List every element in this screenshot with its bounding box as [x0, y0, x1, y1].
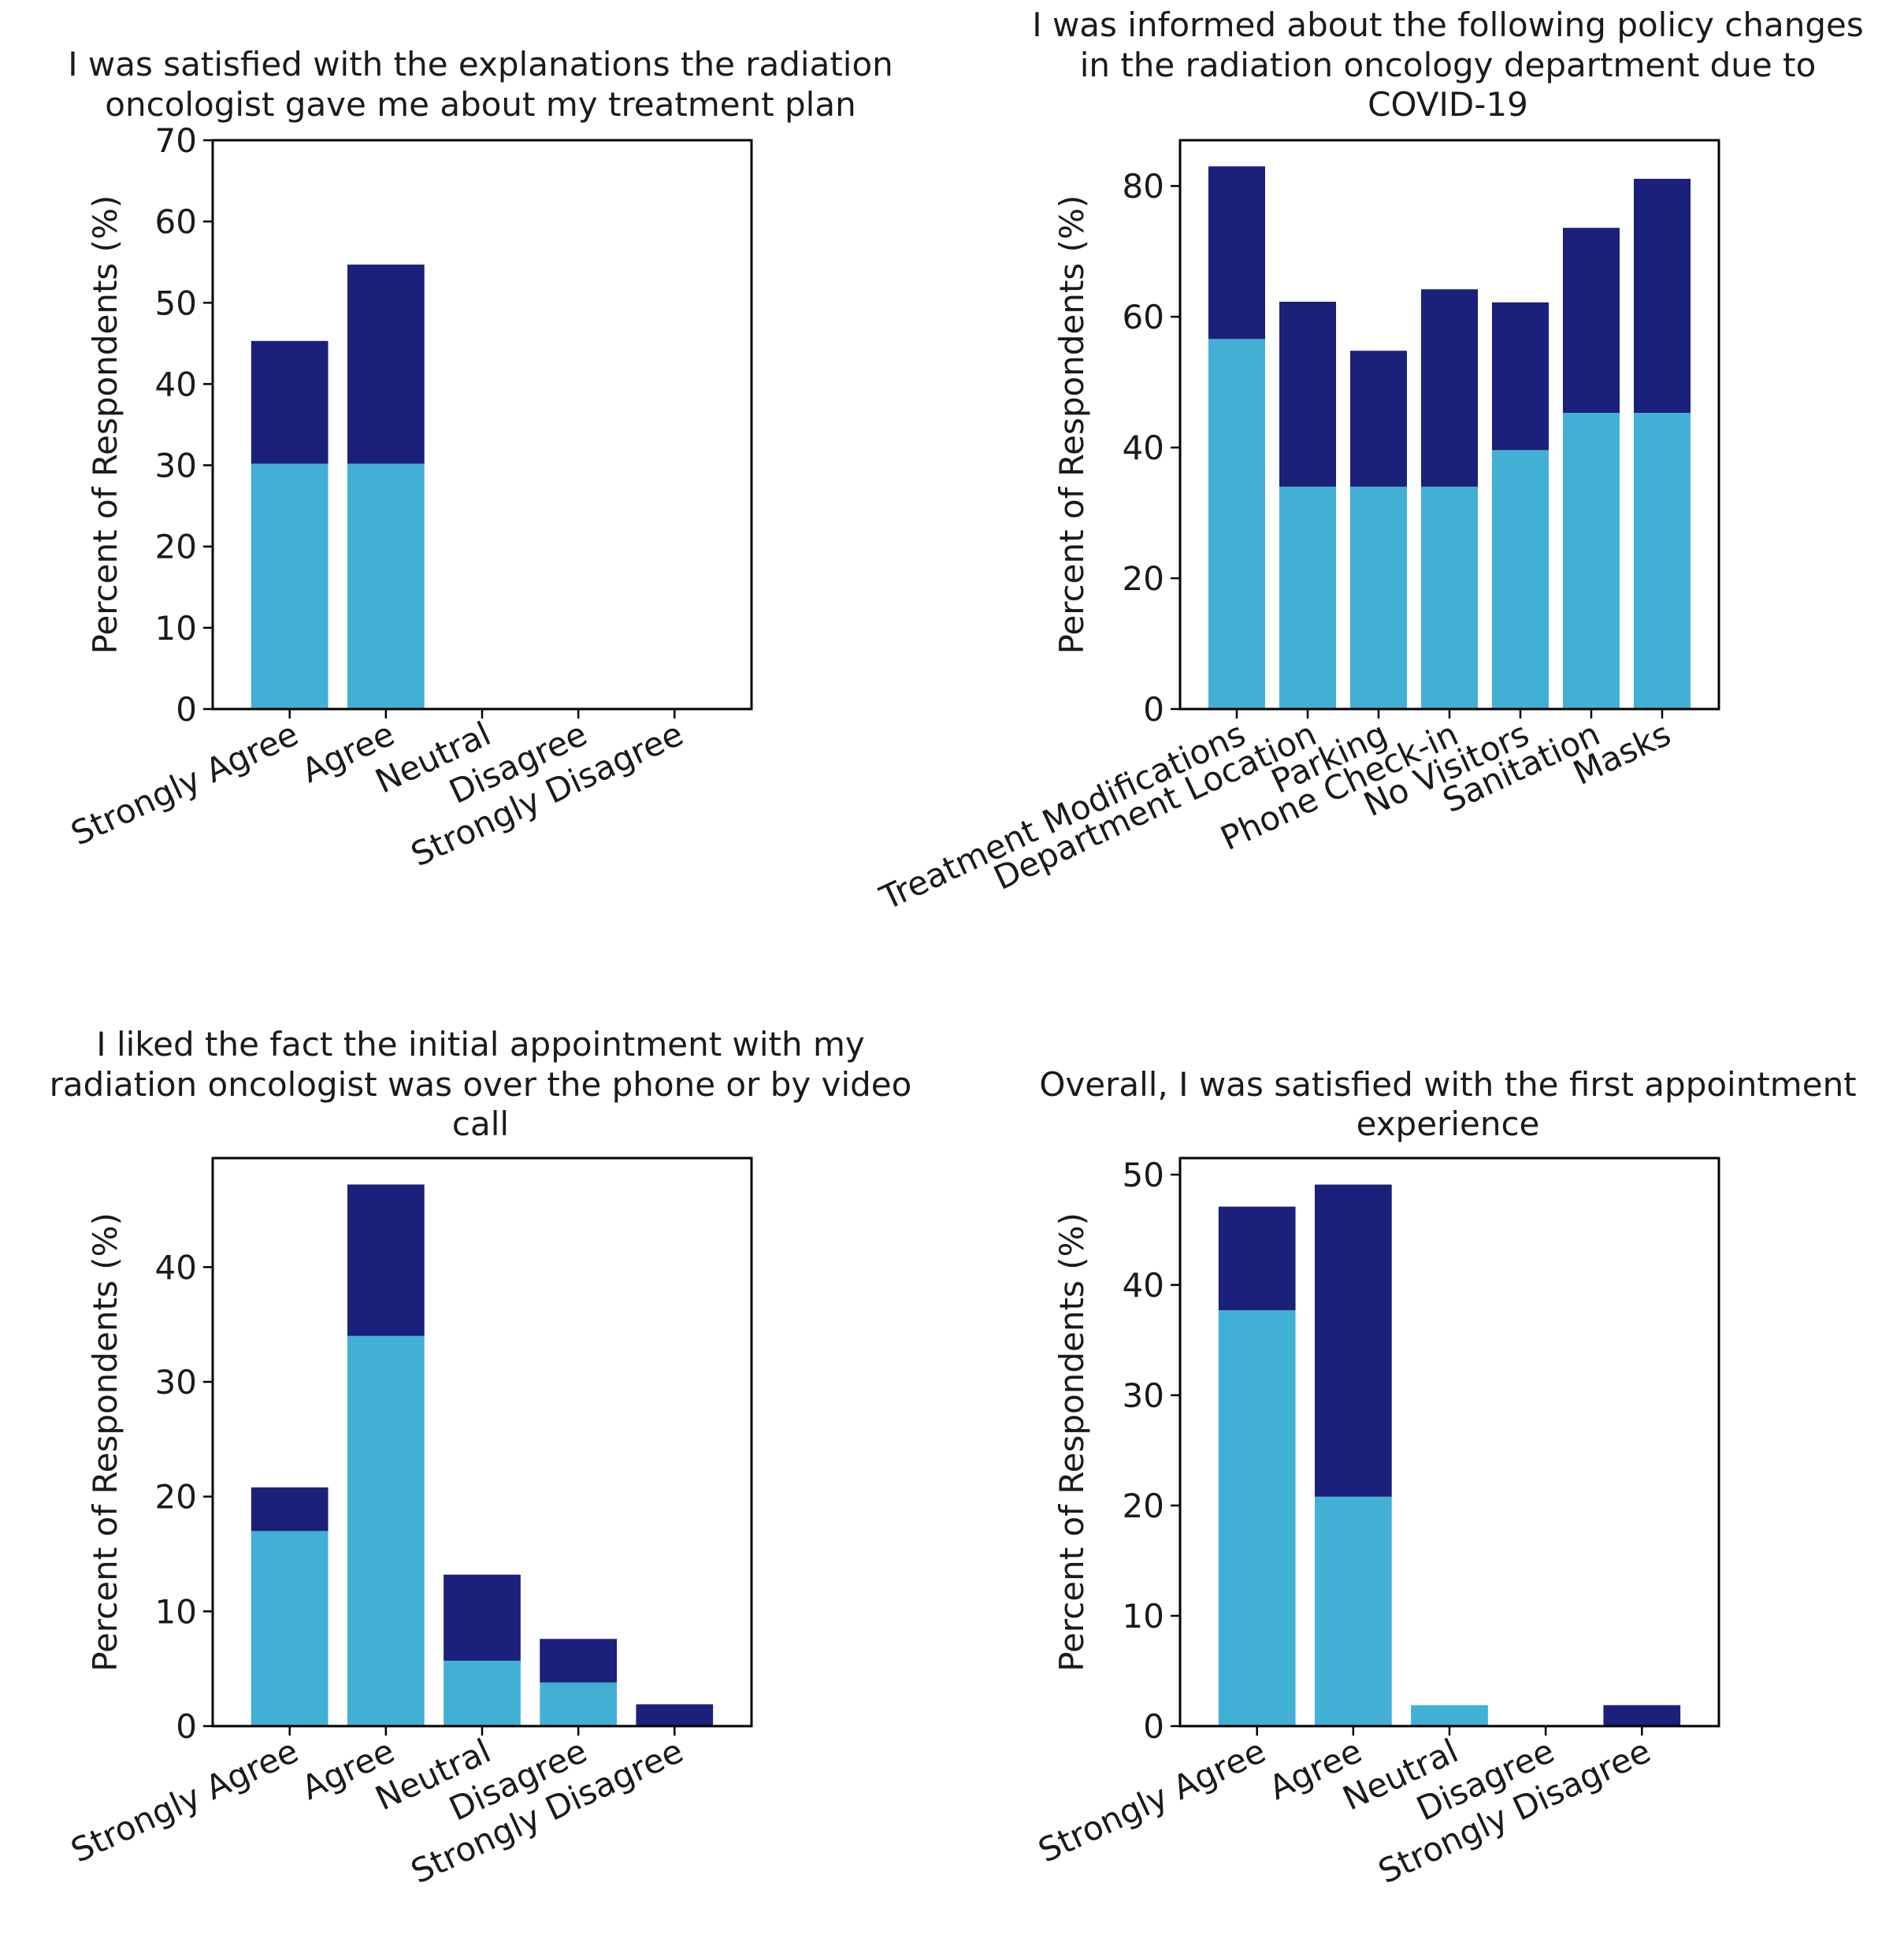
chart-panel-3: I liked the fact the initial appointment…: [50, 1025, 912, 1891]
chart-title-line: in the radiation oncology department due…: [1080, 46, 1817, 84]
plot-frame: [211, 1157, 753, 1728]
bar-lower-masks: [1634, 413, 1691, 709]
y-tick-label: 30: [155, 1363, 197, 1402]
bar-upper-parking: [1350, 351, 1407, 487]
bar-upper-strongly-agree: [251, 340, 328, 464]
y-axis-label: Percent of Respondents (%): [86, 1212, 124, 1672]
y-axis-label: Percent of Respondents (%): [86, 195, 124, 655]
y-tick-label: 80: [1123, 167, 1164, 206]
chart-title-line: COVID-19: [1368, 85, 1528, 124]
y-tick-label: 0: [1143, 1707, 1164, 1746]
y-tick-label: 70: [155, 121, 197, 160]
bar-upper-agree: [347, 1184, 425, 1336]
bar-upper-disagree: [540, 1639, 617, 1683]
chart-title-line: oncologist gave me about my treatment pl…: [105, 85, 856, 124]
bar-lower-parking: [1350, 486, 1407, 709]
chart-panel-2: I was informed about the following polic…: [874, 6, 1864, 918]
bar-lower-department-location: [1279, 486, 1336, 709]
chart-title-line: call: [452, 1105, 509, 1143]
chart-title-line: I was satisfied with the explanations th…: [68, 45, 893, 84]
chart-title-line: Overall, I was satisfied with the first …: [1039, 1065, 1856, 1104]
y-tick-label: 0: [176, 690, 197, 729]
y-tick-label: 20: [155, 528, 197, 566]
bar-upper-strongly-disagree: [1603, 1705, 1681, 1726]
y-axis-label: Percent of Respondents (%): [1052, 195, 1091, 655]
bar-upper-strongly-disagree: [636, 1704, 714, 1726]
plot-frame: [211, 139, 753, 711]
y-tick-label: 30: [1123, 1376, 1164, 1415]
y-tick-label: 60: [155, 202, 197, 241]
y-tick-label: 10: [155, 609, 197, 648]
y-tick-label: 60: [1123, 298, 1164, 336]
x-tick-label: Strongly Agree: [65, 715, 304, 853]
bar-upper-treatment-modifications: [1208, 166, 1265, 340]
y-tick-label: 10: [155, 1592, 197, 1631]
bar-lower-treatment-modifications: [1208, 339, 1265, 709]
bar-lower-neutral: [444, 1660, 521, 1726]
bar-lower-strongly-agree: [1218, 1310, 1296, 1726]
y-tick-label: 40: [155, 1248, 197, 1287]
plot-frame: [1178, 139, 1720, 711]
bar-upper-agree: [1315, 1184, 1392, 1497]
y-tick-label: 0: [176, 1707, 197, 1746]
y-axis-label: Percent of Respondents (%): [1052, 1212, 1091, 1672]
bar-lower-sanitation: [1563, 413, 1620, 709]
bar-upper-strongly-agree: [1218, 1206, 1296, 1311]
y-tick-label: 40: [1123, 1266, 1164, 1305]
bar-upper-phone-check-in: [1421, 289, 1478, 487]
y-tick-label: 10: [1123, 1597, 1164, 1636]
bar-upper-masks: [1634, 178, 1691, 414]
bar-lower-strongly-agree: [251, 1531, 328, 1726]
x-tick-label: Treatment Modifications: [874, 715, 1251, 918]
y-tick-label: 50: [155, 284, 197, 322]
bar-upper-strongly-agree: [251, 1487, 328, 1532]
bar-lower-neutral: [1411, 1705, 1488, 1726]
chart-title-line: I was informed about the following polic…: [1032, 6, 1864, 44]
chart-title-line: I liked the fact the initial appointment…: [96, 1025, 865, 1064]
bar-upper-sanitation: [1563, 228, 1620, 414]
bar-lower-phone-check-in: [1421, 486, 1478, 709]
x-tick-label: Strongly Agree: [65, 1732, 304, 1870]
bar-upper-department-location: [1279, 301, 1336, 487]
plot-frame: [1178, 1157, 1720, 1728]
chart-panel-1: I was satisfied with the explanations th…: [65, 45, 893, 874]
bar-lower-agree: [1315, 1496, 1392, 1726]
y-tick-label: 40: [1123, 429, 1164, 467]
y-tick-label: 20: [1123, 559, 1164, 598]
y-tick-label: 20: [155, 1478, 197, 1517]
y-tick-label: 20: [1123, 1487, 1164, 1525]
chart-panel-4: Overall, I was satisfied with the first …: [1033, 1065, 1857, 1891]
bar-upper-neutral: [444, 1574, 521, 1661]
y-tick-label: 50: [1123, 1156, 1164, 1194]
y-tick-label: 40: [155, 365, 197, 403]
bar-lower-no-visitors: [1492, 450, 1549, 709]
bar-upper-no-visitors: [1492, 302, 1549, 451]
bar-lower-disagree: [540, 1682, 617, 1726]
chart-title-line: experience: [1357, 1105, 1540, 1143]
x-tick-label: Strongly Agree: [1033, 1732, 1271, 1870]
y-tick-label: 0: [1143, 690, 1164, 729]
bar-upper-agree: [347, 264, 425, 464]
bar-lower-agree: [347, 463, 425, 709]
chart-title-line: radiation oncologist was over the phone …: [50, 1065, 912, 1104]
bar-lower-agree: [347, 1335, 425, 1726]
y-tick-label: 30: [155, 447, 197, 485]
bar-lower-strongly-agree: [251, 463, 328, 709]
